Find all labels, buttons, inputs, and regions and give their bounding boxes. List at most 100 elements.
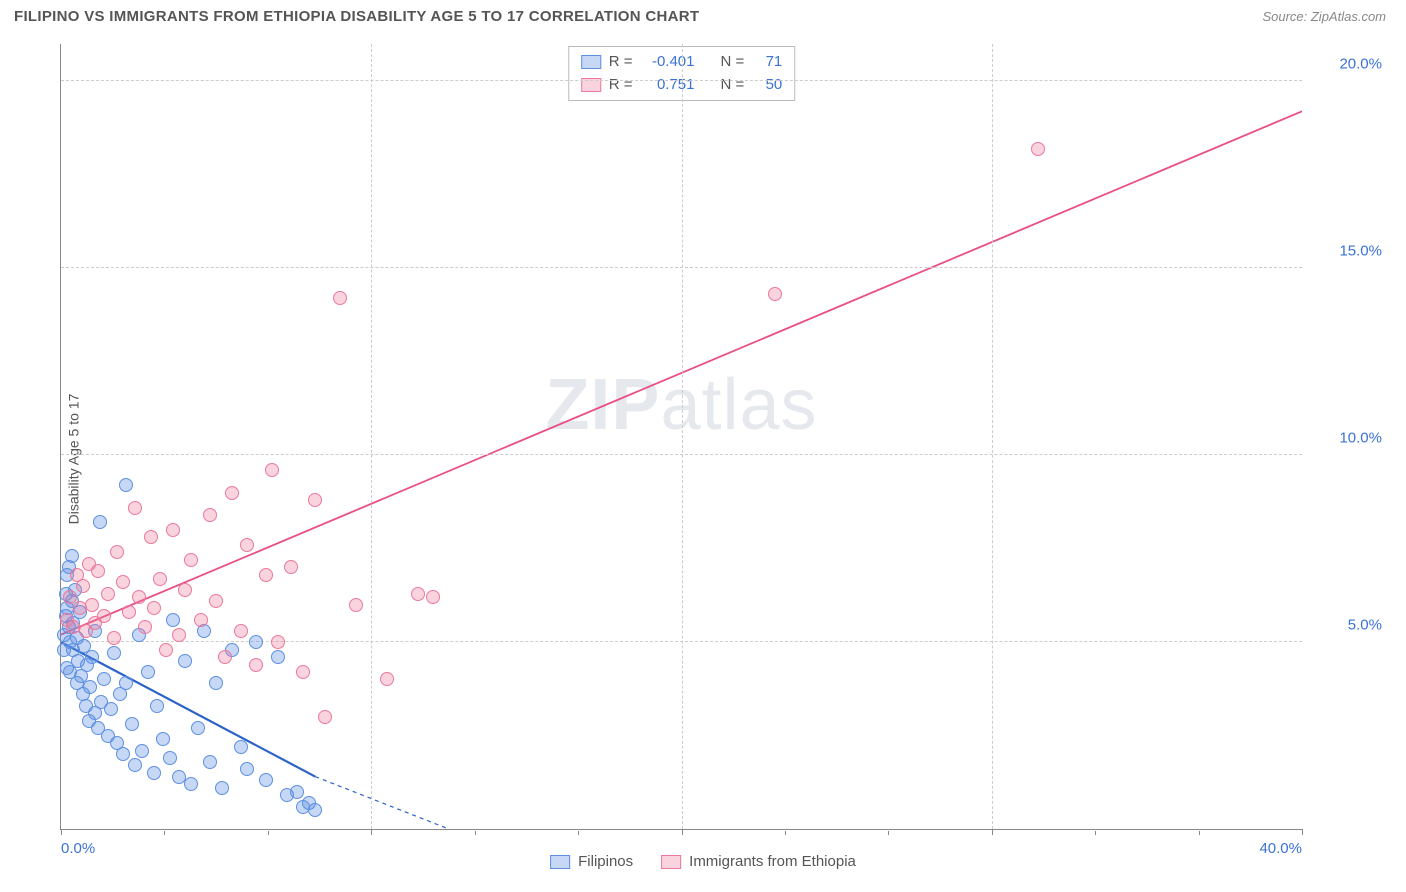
scatter-point [119,478,133,492]
scatter-point [308,493,322,507]
legend-swatch [550,855,570,869]
scatter-point [128,501,142,515]
scatter-point [349,598,363,612]
scatter-point [249,635,263,649]
scatter-point [284,560,298,574]
page-title: FILIPINO VS IMMIGRANTS FROM ETHIOPIA DIS… [14,8,699,25]
x-minor-tick [268,831,269,835]
scatter-point [116,747,130,761]
stat-r-label: R = [609,74,633,97]
scatter-point [125,717,139,731]
scatter-point [191,721,205,735]
x-tick-mark [371,829,372,835]
scatter-point [209,594,223,608]
x-minor-tick [164,831,165,835]
trendline-extrapolated [315,777,448,829]
x-tick-mark [1302,829,1303,835]
x-tick-mark [992,829,993,835]
x-minor-tick [1199,831,1200,835]
x-minor-tick [475,831,476,835]
scatter-point [107,646,121,660]
x-minor-tick [578,831,579,835]
scatter-point [116,575,130,589]
scatter-point [203,755,217,769]
scatter-point [97,609,111,623]
scatter-point [234,740,248,754]
scatter-point [290,785,304,799]
scatter-point [184,553,198,567]
correlation-chart: Disability Age 5 to 17 ZIPatlas R =-0.40… [14,40,1392,878]
legend-label: Immigrants from Ethiopia [689,853,856,870]
scatter-point [265,463,279,477]
scatter-point [178,583,192,597]
scatter-point [184,777,198,791]
scatter-point [153,572,167,586]
plot-area: ZIPatlas R =-0.401N =71R =0.751N =50 5.0… [60,44,1302,830]
scatter-point [76,579,90,593]
scatter-point [150,699,164,713]
scatter-point [194,613,208,627]
scatter-point [159,643,173,657]
gridline-v [682,44,683,829]
scatter-point [93,515,107,529]
scatter-point [271,635,285,649]
scatter-point [426,590,440,604]
y-tick-label: 10.0% [1312,430,1382,447]
scatter-point [271,650,285,664]
scatter-point [234,624,248,638]
stat-n-label: N = [721,74,745,97]
scatter-point [166,523,180,537]
scatter-point [166,613,180,627]
scatter-point [249,658,263,672]
scatter-point [259,773,273,787]
gridline-v [371,44,372,829]
scatter-point [128,758,142,772]
scatter-point [135,744,149,758]
scatter-point [333,291,347,305]
scatter-point [156,732,170,746]
stat-r-value: -0.401 [641,51,695,74]
legend-bottom: FilipinosImmigrants from Ethiopia [550,853,856,870]
scatter-point [209,676,223,690]
series-swatch [581,55,601,69]
y-tick-label: 15.0% [1312,243,1382,260]
scatter-point [296,665,310,679]
x-tick-mark [61,829,62,835]
scatter-point [147,766,161,780]
scatter-point [172,628,186,642]
x-minor-tick [785,831,786,835]
scatter-point [768,287,782,301]
stat-r-label: R = [609,51,633,74]
scatter-point [225,486,239,500]
y-tick-label: 20.0% [1312,56,1382,73]
scatter-point [163,751,177,765]
y-tick-label: 5.0% [1312,617,1382,634]
scatter-point [122,605,136,619]
scatter-point [104,702,118,716]
legend-swatch [661,855,681,869]
scatter-point [85,598,99,612]
scatter-point [83,680,97,694]
scatter-point [144,530,158,544]
x-minor-tick [888,831,889,835]
scatter-point [119,676,133,690]
scatter-point [411,587,425,601]
scatter-point [203,508,217,522]
x-tick-label: 0.0% [61,840,95,857]
scatter-point [91,564,105,578]
scatter-point [132,590,146,604]
scatter-point [240,538,254,552]
scatter-point [110,545,124,559]
stat-n-label: N = [721,51,745,74]
x-tick-label: 40.0% [1259,840,1302,857]
scatter-point [138,620,152,634]
scatter-point [318,710,332,724]
scatter-point [107,631,121,645]
x-minor-tick [1095,831,1096,835]
gridline-v [992,44,993,829]
scatter-point [141,665,155,679]
scatter-point [178,654,192,668]
source-attribution: Source: ZipAtlas.com [1262,9,1386,24]
scatter-point [259,568,273,582]
scatter-point [240,762,254,776]
